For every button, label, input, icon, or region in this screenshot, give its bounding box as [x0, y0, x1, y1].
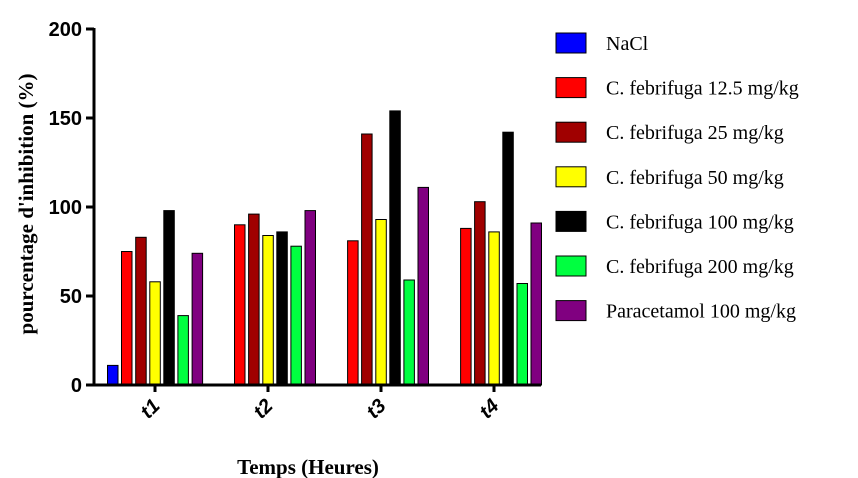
x-axis-title: Temps (Heures) — [237, 455, 379, 478]
bar-t2-series-5 — [277, 232, 288, 385]
bar-t3-series-7 — [418, 187, 429, 385]
bar-t3-series-6 — [404, 280, 415, 385]
bar-t4-series-3 — [475, 202, 486, 385]
bar-t3-series-3 — [362, 134, 373, 385]
bar-t2-series-4 — [263, 236, 274, 386]
bar-t1-series-7 — [192, 253, 203, 385]
y-axis-title: pourcentage d'inhibition (%) — [14, 74, 38, 335]
legend-label-5: C. febrifuga 100 mg/kg — [606, 211, 794, 233]
ticks-layer: t1 t2 t3 t4 0 50 100 150 200 — [49, 19, 504, 423]
y-tick-label-0: 0 — [71, 375, 82, 397]
x-tick-label-t3: t3 — [362, 395, 390, 423]
bar-t4-series-4 — [489, 232, 500, 385]
y-tick-label-200: 200 — [49, 19, 82, 41]
bar-t2-series-3 — [249, 214, 260, 385]
legend-swatch-3 — [556, 122, 586, 142]
bar-t2-series-7 — [305, 211, 316, 385]
bars-layer — [108, 111, 542, 385]
legend-swatch-4 — [556, 167, 586, 187]
legend: NaCl C. febrifuga 12.5 mg/kg C. febrifuga … — [556, 33, 799, 323]
legend-label-4: C. febrifuga 50 mg/kg — [606, 167, 784, 189]
legend-label-3: C. febrifuga 25 mg/kg — [606, 122, 784, 144]
bar-t1-series-1 — [108, 365, 119, 385]
bar-t1-series-3 — [136, 237, 147, 385]
bar-t1-series-4 — [150, 282, 161, 385]
bar-t1-series-2 — [122, 252, 133, 386]
bar-t1-series-5 — [164, 211, 175, 385]
legend-swatch-6 — [556, 256, 586, 276]
legend-swatch-2 — [556, 78, 586, 98]
legend-label-6: C. febrifuga 200 mg/kg — [606, 256, 794, 278]
y-tick-label-50: 50 — [60, 286, 82, 308]
legend-label-2: C. febrifuga 12.5 mg/kg — [606, 78, 799, 100]
bar-t2-series-2 — [235, 225, 246, 385]
bar-t3-series-5 — [390, 111, 401, 385]
x-tick-label-t1: t1 — [136, 395, 164, 423]
bar-t4-series-2 — [461, 228, 472, 385]
bar-t2-series-6 — [291, 246, 302, 385]
bar-t3-series-2 — [348, 241, 359, 385]
y-tick-label-100: 100 — [49, 197, 82, 219]
x-tick-label-t2: t2 — [249, 395, 277, 423]
legend-swatch-5 — [556, 211, 586, 231]
bar-t4-series-6 — [517, 284, 528, 386]
legend-swatch-1 — [556, 33, 586, 53]
legend-swatch-7 — [556, 301, 586, 321]
x-tick-label-t4: t4 — [475, 395, 503, 423]
bar-t4-series-5 — [503, 132, 514, 385]
y-tick-label-150: 150 — [49, 108, 82, 130]
legend-label-7: Paracetamol 100 mg/kg — [606, 301, 796, 323]
bar-t1-series-6 — [178, 316, 189, 385]
bar-t4-series-7 — [531, 223, 542, 385]
legend-label-1: NaCl — [606, 33, 649, 55]
bar-t3-series-4 — [376, 220, 387, 386]
